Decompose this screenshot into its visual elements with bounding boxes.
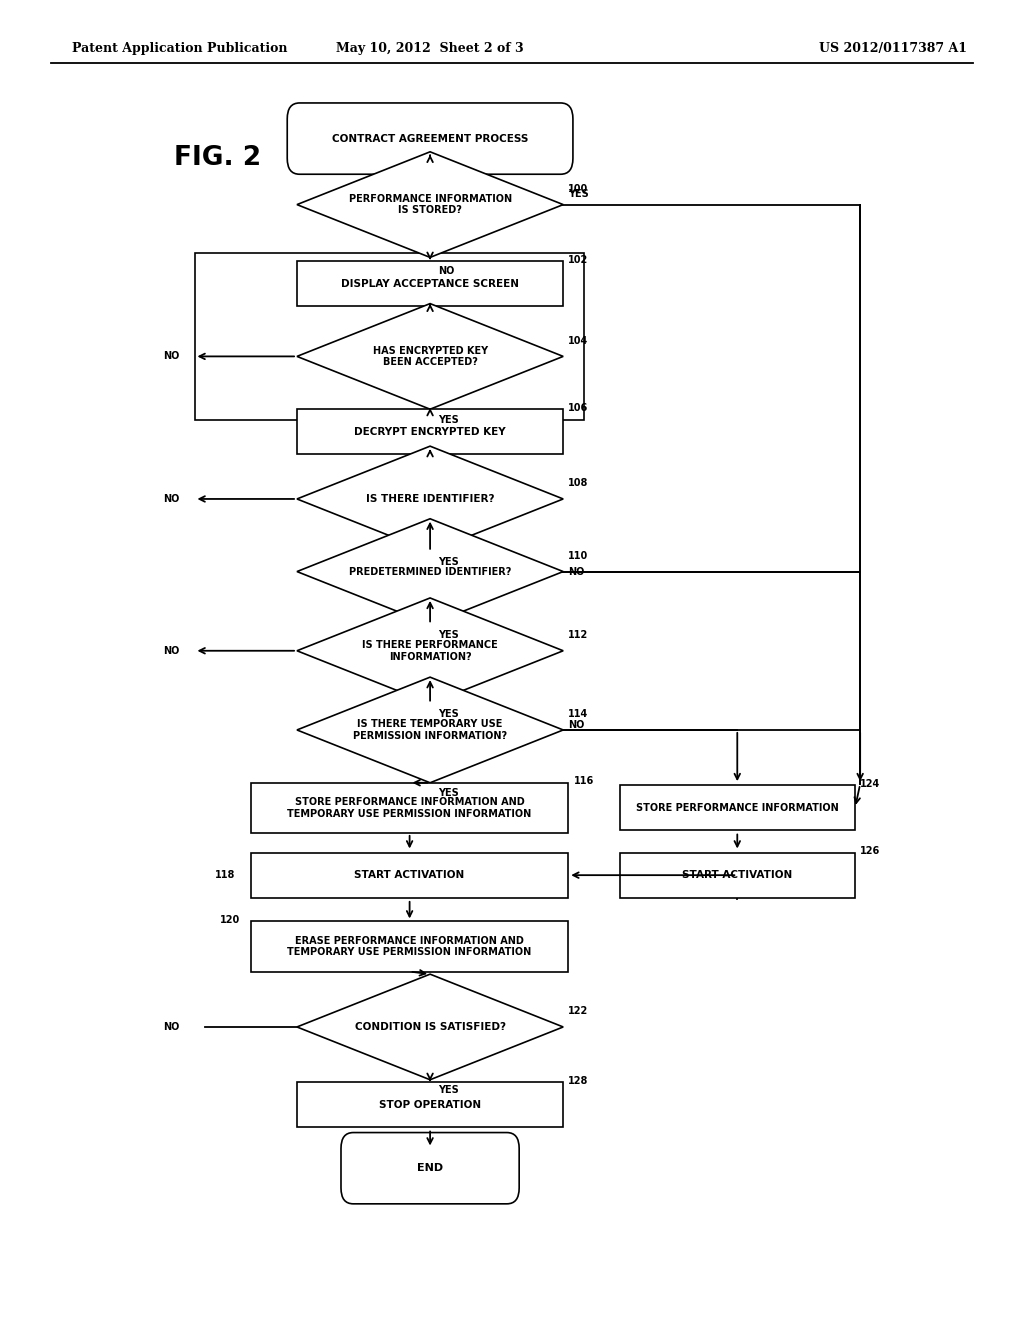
Text: YES: YES — [438, 709, 459, 719]
Text: 116: 116 — [573, 776, 594, 787]
Bar — [297, 261, 563, 306]
Text: 102: 102 — [568, 255, 589, 265]
Text: START ACTIVATION: START ACTIVATION — [682, 870, 793, 880]
Text: STORE PERFORMANCE INFORMATION: STORE PERFORMANCE INFORMATION — [636, 803, 839, 813]
Text: STOP OPERATION: STOP OPERATION — [379, 1100, 481, 1110]
Text: DECRYPT ENCRYPTED KEY: DECRYPT ENCRYPTED KEY — [354, 426, 506, 437]
Polygon shape — [297, 677, 563, 783]
Text: 114: 114 — [568, 709, 589, 719]
Text: NO: NO — [163, 1022, 179, 1032]
Bar — [195, 253, 584, 420]
Text: 118: 118 — [215, 870, 236, 880]
Text: 110: 110 — [568, 550, 589, 561]
Polygon shape — [297, 519, 563, 624]
Text: 100: 100 — [568, 183, 589, 194]
Text: PREDETERMINED IDENTIFIER?: PREDETERMINED IDENTIFIER? — [349, 566, 511, 577]
Bar — [620, 853, 855, 898]
Text: IS THERE PERFORMANCE
INFORMATION?: IS THERE PERFORMANCE INFORMATION? — [362, 640, 498, 661]
FancyBboxPatch shape — [287, 103, 573, 174]
Text: May 10, 2012  Sheet 2 of 3: May 10, 2012 Sheet 2 of 3 — [336, 42, 524, 55]
Text: 120: 120 — [220, 915, 241, 925]
Text: 108: 108 — [568, 478, 589, 488]
Text: DISPLAY ACCEPTANCE SCREEN: DISPLAY ACCEPTANCE SCREEN — [341, 279, 519, 289]
Text: 106: 106 — [568, 403, 589, 413]
Text: START ACTIVATION: START ACTIVATION — [354, 870, 465, 880]
Bar — [251, 783, 568, 833]
Text: 104: 104 — [568, 335, 589, 346]
Bar — [620, 785, 855, 830]
Text: CONDITION IS SATISFIED?: CONDITION IS SATISFIED? — [354, 1022, 506, 1032]
Polygon shape — [297, 152, 563, 257]
Polygon shape — [297, 446, 563, 552]
Text: YES: YES — [438, 1085, 459, 1096]
Polygon shape — [297, 598, 563, 704]
Text: ERASE PERFORMANCE INFORMATION AND
TEMPORARY USE PERMISSION INFORMATION: ERASE PERFORMANCE INFORMATION AND TEMPOR… — [288, 936, 531, 957]
Text: NO: NO — [163, 494, 179, 504]
Text: YES: YES — [438, 414, 459, 425]
Text: YES: YES — [438, 557, 459, 568]
Text: NO: NO — [163, 645, 179, 656]
Text: NO: NO — [438, 265, 455, 276]
Text: IS THERE TEMPORARY USE
PERMISSION INFORMATION?: IS THERE TEMPORARY USE PERMISSION INFORM… — [353, 719, 507, 741]
Text: 122: 122 — [568, 1006, 589, 1016]
Text: NO: NO — [568, 566, 585, 577]
Text: 112: 112 — [568, 630, 589, 640]
Text: NO: NO — [163, 351, 179, 362]
Polygon shape — [297, 304, 563, 409]
Text: US 2012/0117387 A1: US 2012/0117387 A1 — [819, 42, 968, 55]
Bar — [251, 853, 568, 898]
Text: NO: NO — [568, 719, 585, 730]
Text: END: END — [417, 1163, 443, 1173]
Bar — [251, 921, 568, 972]
Bar — [297, 409, 563, 454]
Text: CONTRACT AGREEMENT PROCESS: CONTRACT AGREEMENT PROCESS — [332, 133, 528, 144]
Text: STORE PERFORMANCE INFORMATION AND
TEMPORARY USE PERMISSION INFORMATION: STORE PERFORMANCE INFORMATION AND TEMPOR… — [288, 797, 531, 818]
Text: 124: 124 — [860, 779, 881, 789]
Text: Patent Application Publication: Patent Application Publication — [72, 42, 287, 55]
Text: YES: YES — [438, 788, 459, 799]
Polygon shape — [297, 974, 563, 1080]
Text: PERFORMANCE INFORMATION
IS STORED?: PERFORMANCE INFORMATION IS STORED? — [348, 194, 512, 215]
Bar — [297, 1082, 563, 1127]
Text: HAS ENCRYPTED KEY
BEEN ACCEPTED?: HAS ENCRYPTED KEY BEEN ACCEPTED? — [373, 346, 487, 367]
FancyBboxPatch shape — [341, 1133, 519, 1204]
Text: IS THERE IDENTIFIER?: IS THERE IDENTIFIER? — [366, 494, 495, 504]
Text: FIG. 2: FIG. 2 — [174, 145, 261, 172]
Text: YES: YES — [438, 630, 459, 640]
Text: 126: 126 — [860, 846, 881, 857]
Text: YES: YES — [568, 189, 589, 199]
Text: 128: 128 — [568, 1076, 589, 1086]
